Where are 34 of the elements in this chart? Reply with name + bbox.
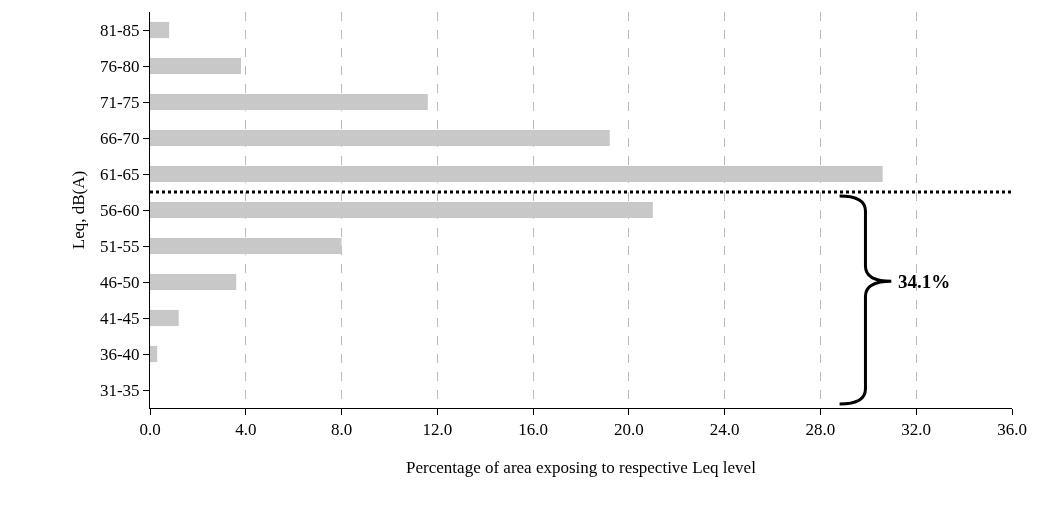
bar — [150, 201, 653, 219]
bar — [150, 21, 170, 39]
x-tick-label: 8.0 — [330, 420, 353, 440]
y-tick-label: 31-35 — [99, 380, 140, 400]
bar — [150, 93, 428, 111]
y-tick-label: 46-50 — [99, 272, 140, 292]
x-tick-label: 0.0 — [139, 420, 161, 440]
bar — [150, 237, 342, 255]
x-tick-label: 28.0 — [805, 420, 836, 440]
bar — [150, 345, 158, 363]
y-tick-label: 71-75 — [99, 92, 140, 112]
bar — [150, 129, 610, 147]
y-tick-label: 61-65 — [99, 164, 140, 184]
y-tick-label: 41-45 — [99, 308, 140, 328]
x-tick-label: 20.0 — [614, 420, 644, 440]
x-tick-label: 36.0 — [997, 420, 1027, 440]
x-tick-label: 16.0 — [518, 420, 548, 440]
y-tick-label: 76-80 — [99, 56, 140, 76]
y-tick-label: 36-40 — [99, 344, 140, 364]
bar — [150, 273, 237, 291]
y-tick-label: 56-60 — [99, 200, 140, 220]
bar — [150, 57, 241, 75]
x-tick-label: 24.0 — [709, 420, 740, 440]
x-tick-label: 4.0 — [235, 420, 257, 440]
x-tick-label: 12.0 — [422, 420, 453, 440]
x-tick-label: 32.0 — [901, 420, 932, 440]
x-axis-title: Percentage of area exposing to respective Leq level — [406, 457, 757, 477]
bar — [150, 165, 883, 183]
y-tick-label: 66-70 — [99, 128, 140, 148]
y-axis-title: Leq, dB(A) — [69, 170, 89, 250]
y-tick-label: 81-85 — [99, 20, 140, 40]
y-tick-label: 51-55 — [99, 236, 140, 256]
bar — [150, 309, 179, 327]
annotation: 34.1% — [898, 271, 951, 292]
